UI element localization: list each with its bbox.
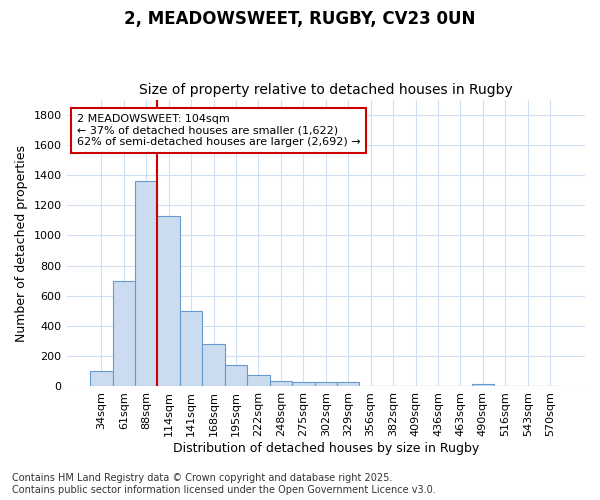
Text: 2 MEADOWSWEET: 104sqm
← 37% of detached houses are smaller (1,622)
62% of semi-d: 2 MEADOWSWEET: 104sqm ← 37% of detached … <box>77 114 361 147</box>
Bar <box>337 382 359 386</box>
Bar <box>113 281 135 386</box>
Y-axis label: Number of detached properties: Number of detached properties <box>15 144 28 342</box>
Bar <box>90 372 113 386</box>
Text: 2, MEADOWSWEET, RUGBY, CV23 0UN: 2, MEADOWSWEET, RUGBY, CV23 0UN <box>124 10 476 28</box>
X-axis label: Distribution of detached houses by size in Rugby: Distribution of detached houses by size … <box>173 442 479 455</box>
Text: Contains HM Land Registry data © Crown copyright and database right 2025.
Contai: Contains HM Land Registry data © Crown c… <box>12 474 436 495</box>
Bar <box>269 381 292 386</box>
Bar <box>180 311 202 386</box>
Bar <box>314 382 337 386</box>
Bar <box>472 384 494 386</box>
Bar <box>292 382 314 386</box>
Title: Size of property relative to detached houses in Rugby: Size of property relative to detached ho… <box>139 83 512 97</box>
Bar <box>202 344 225 387</box>
Bar <box>135 181 157 386</box>
Bar <box>157 216 180 386</box>
Bar <box>247 375 269 386</box>
Bar <box>225 364 247 386</box>
